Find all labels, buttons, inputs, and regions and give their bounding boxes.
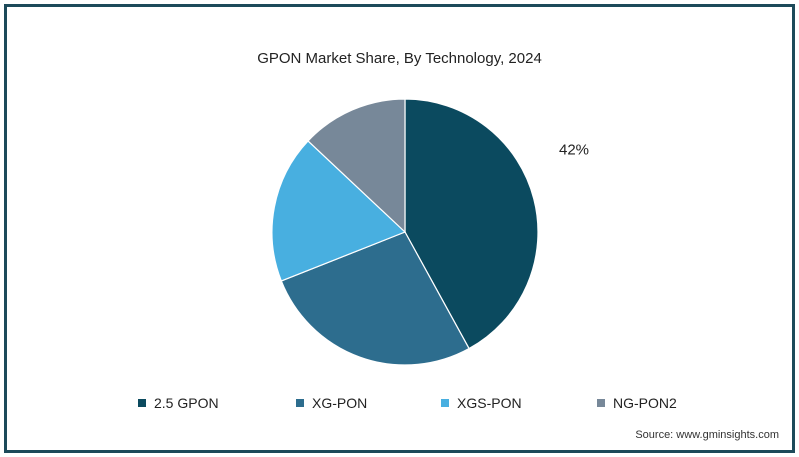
legend-swatch-2-5-gpon [138,399,146,407]
legend-label-xgs-pon: XGS-PON [457,395,522,411]
source-note: Source: www.gminsights.com [635,429,779,441]
legend-item-ng-pon2: NG-PON2 [597,395,677,411]
legend-label-ng-pon2: NG-PON2 [613,395,677,411]
data-label-2-5-gpon: 42% [559,141,589,158]
legend-label-xg-pon: XG-PON [312,395,368,411]
legend: 2.5 GPON XG-PON XGS-PON NG-PON2 [0,395,799,415]
pie-slice-ng-pon2 [307,98,406,234]
legend-swatch-xgs-pon [441,399,449,407]
legend-item-2-5-gpon: 2.5 GPON [138,395,219,411]
legend-label-2-5-gpon: 2.5 GPON [154,395,219,411]
legend-swatch-xg-pon [296,399,304,407]
pie-slices [271,98,539,366]
pie-labels: 42% [559,141,589,158]
legend-item-xg-pon: XG-PON [296,395,367,411]
pie-slice-xg-pon [280,231,470,366]
chart-title: GPON Market Share, By Technology, 2024 [257,50,542,67]
legend-item-xgs-pon: XGS-PON [441,395,522,411]
pie-slice-2-5-gpon [404,98,539,350]
pie-slice-xgs-pon [271,140,407,282]
legend-swatch-ng-pon2 [597,399,605,407]
